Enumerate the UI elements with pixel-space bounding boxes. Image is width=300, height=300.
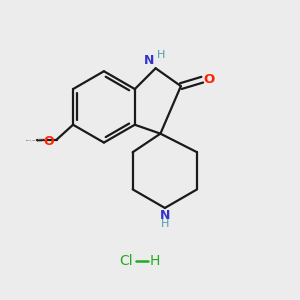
Text: methoxy: methoxy: [37, 140, 44, 142]
Text: Cl: Cl: [119, 254, 133, 268]
Text: H: H: [161, 219, 169, 229]
Text: O: O: [44, 135, 54, 148]
Text: N: N: [144, 54, 154, 67]
Text: O: O: [204, 73, 215, 86]
Text: H: H: [157, 50, 165, 60]
Text: methoxy_label: methoxy_label: [26, 139, 36, 140]
Text: H: H: [149, 254, 160, 268]
Text: N: N: [160, 209, 170, 222]
Text: methoxy_txt: methoxy_txt: [38, 138, 47, 140]
